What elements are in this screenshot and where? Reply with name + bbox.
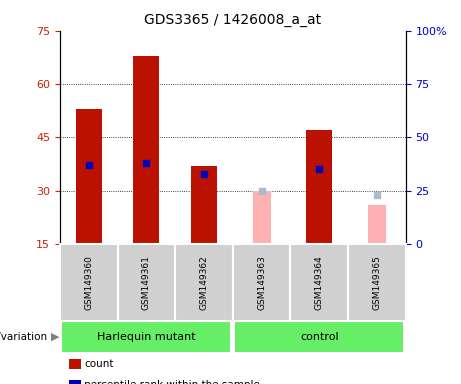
Text: percentile rank within the sample: percentile rank within the sample bbox=[84, 380, 260, 384]
Text: GSM149363: GSM149363 bbox=[257, 255, 266, 310]
Bar bbox=[76, 109, 102, 244]
Text: Harlequin mutant: Harlequin mutant bbox=[97, 332, 195, 342]
Bar bbox=[253, 190, 271, 244]
Bar bbox=[368, 205, 386, 244]
Text: GSM149365: GSM149365 bbox=[372, 255, 381, 310]
Text: GSM149364: GSM149364 bbox=[315, 255, 324, 310]
Text: GSM149361: GSM149361 bbox=[142, 255, 151, 310]
Text: GSM149360: GSM149360 bbox=[84, 255, 93, 310]
Bar bbox=[133, 56, 160, 244]
Text: GSM149362: GSM149362 bbox=[200, 255, 208, 310]
Text: control: control bbox=[300, 332, 338, 342]
Text: count: count bbox=[84, 359, 114, 369]
Bar bbox=[191, 166, 217, 244]
Text: genotype/variation: genotype/variation bbox=[0, 332, 51, 342]
Text: ▶: ▶ bbox=[51, 332, 59, 342]
Title: GDS3365 / 1426008_a_at: GDS3365 / 1426008_a_at bbox=[144, 13, 321, 27]
Bar bbox=[306, 130, 332, 244]
